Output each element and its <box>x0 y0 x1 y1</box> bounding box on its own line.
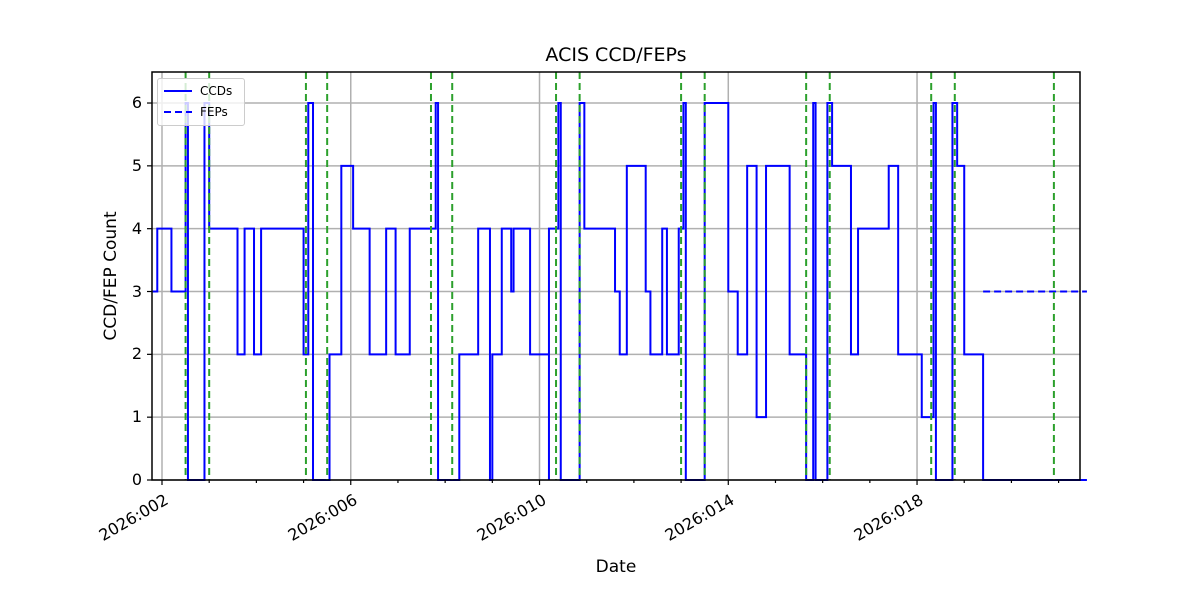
x-axis-label: Date <box>595 557 637 577</box>
legend: CCDs FEPs <box>157 78 245 126</box>
chart-title: ACIS CCD/FEPs <box>545 44 687 66</box>
dashed-line-icon <box>164 111 192 113</box>
solid-line-icon <box>164 90 192 92</box>
y-tick-label: 2 <box>131 344 142 364</box>
y-tick-label: 4 <box>131 218 142 238</box>
legend-item-ccds: CCDs <box>164 84 232 98</box>
y-tick-label: 1 <box>131 407 142 427</box>
y-tick-label: 3 <box>131 281 142 301</box>
y-tick-label: 0 <box>131 470 142 489</box>
y-tick-label: 6 <box>131 93 142 113</box>
legend-item-feps: FEPs <box>164 105 228 119</box>
series-ccds <box>152 102 1087 481</box>
y-tick-label: 5 <box>131 155 142 175</box>
